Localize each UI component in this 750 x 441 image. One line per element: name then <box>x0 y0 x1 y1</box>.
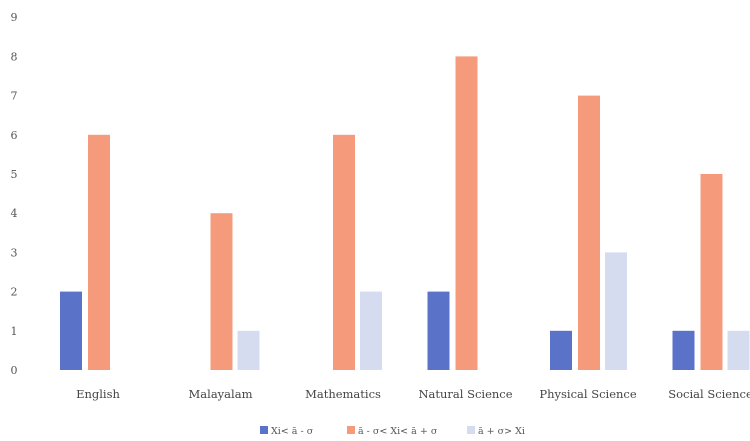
x-tick-label: English <box>76 387 120 401</box>
bar-1-natural-science <box>427 291 450 370</box>
bar-1-physical-science <box>550 330 572 370</box>
legend-swatch <box>347 426 355 434</box>
bar-2-english <box>88 134 110 370</box>
x-tick-label: Social Science <box>668 387 750 401</box>
bar-3-social-science <box>727 330 750 370</box>
y-tick-label: 9 <box>11 11 18 24</box>
y-tick-label: 5 <box>11 168 18 181</box>
bar-1-english <box>60 291 82 370</box>
x-tick-label: Mathematics <box>305 387 381 401</box>
legend-label: ā - σ< Xi< ā + σ <box>358 426 438 437</box>
bar-1-social-science <box>672 330 695 370</box>
y-tick-label: 8 <box>11 50 18 63</box>
x-tick-label: Physical Science <box>539 387 637 401</box>
bar-2-social-science <box>700 174 723 370</box>
bar-3-mathematics <box>360 291 382 370</box>
bar-2-mathematics <box>333 134 355 370</box>
legend-swatch <box>260 426 268 434</box>
x-axis-labels: English Malayalam Mathematics Natural Scien… <box>76 387 750 401</box>
bars <box>60 56 750 371</box>
legend: Xi< ā - σ ā - σ< Xi< ā + σ ā + σ> Xi <box>260 426 525 437</box>
legend-swatch <box>467 426 475 434</box>
legend-label: Xi< ā - σ <box>271 426 314 437</box>
y-axis: 0 1 2 3 4 5 6 7 8 9 <box>11 11 18 377</box>
y-tick-label: 4 <box>11 207 18 220</box>
y-tick-label: 0 <box>11 364 18 377</box>
legend-label: ā + σ> Xi <box>478 426 525 437</box>
y-tick-label: 3 <box>11 246 18 259</box>
bar-2-malayalam <box>210 213 233 370</box>
y-tick-label: 7 <box>11 90 18 103</box>
y-tick-label: 1 <box>11 325 18 338</box>
bar-2-natural-science <box>455 56 478 371</box>
y-tick-label: 6 <box>11 129 18 142</box>
x-tick-label: Malayalam <box>189 387 253 401</box>
bar-3-physical-science <box>605 252 627 370</box>
x-tick-label: Natural Science <box>418 387 512 401</box>
bar-3-malayalam <box>237 330 260 370</box>
bar-2-physical-science <box>578 95 600 370</box>
y-tick-label: 2 <box>11 286 18 299</box>
